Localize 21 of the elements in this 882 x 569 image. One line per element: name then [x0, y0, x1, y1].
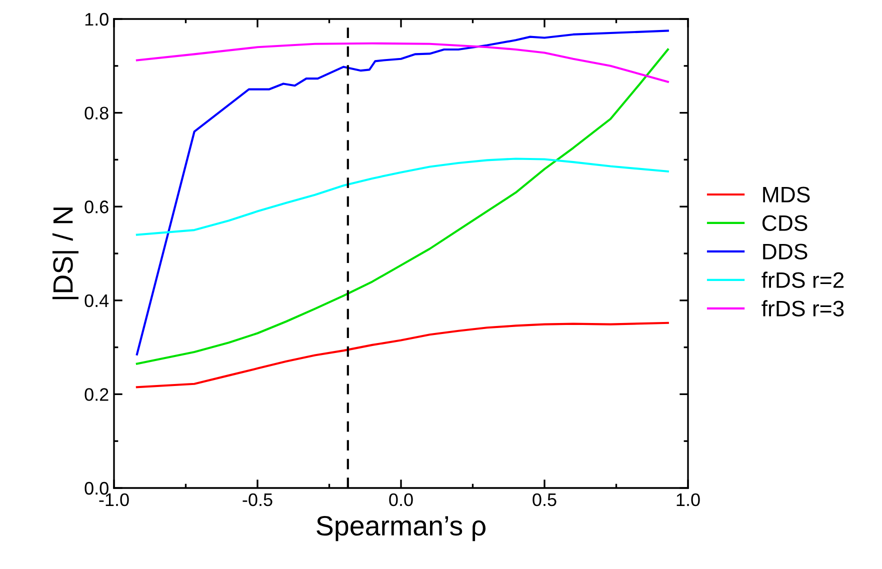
y-tick-label: 0.6: [84, 200, 108, 214]
legend-label: CDS: [762, 215, 808, 231]
x-tick-label: -1.0: [99, 493, 129, 506]
y-tick-label: 0.8: [84, 106, 108, 120]
line-series: [136, 322, 669, 388]
y-axis-title: |DS| / N: [52, 208, 78, 300]
x-tick-label: 0.5: [532, 493, 556, 506]
legend-label: frDS r=3: [762, 300, 844, 316]
line-series: [136, 158, 669, 236]
legend-label: frDS r=2: [762, 272, 844, 288]
y-tick-label: 1.0: [85, 12, 108, 26]
y-tick-label: 0.0: [84, 482, 108, 495]
y-tick-label: 0.4: [84, 294, 109, 308]
line-series: [136, 42, 669, 83]
x-tick-label: -0.5: [242, 493, 272, 506]
x-tick-label: 1.0: [676, 493, 700, 506]
y-tick-label: 0.2: [84, 388, 108, 401]
x-axis-title: Spearman’s ρ: [316, 516, 486, 542]
legend-label: DDS: [763, 244, 808, 260]
legend-label: MDS: [763, 186, 810, 202]
x-tick-label: 0.0: [389, 493, 413, 506]
